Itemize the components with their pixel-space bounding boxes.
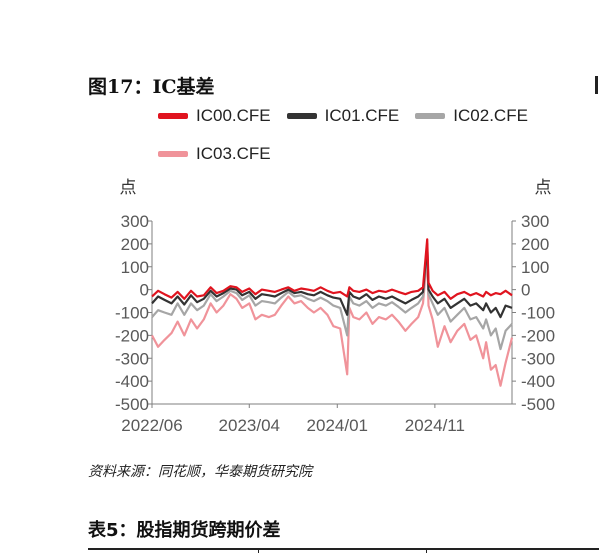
x-tick-label: 2024/11 — [405, 416, 465, 435]
x-tick-label: 2024/01 — [307, 416, 368, 435]
y-tick-label-right: -500 — [521, 395, 555, 414]
y-tick-label-left: -100 — [115, 304, 149, 323]
table-column-divider — [426, 548, 427, 553]
legend-swatch-ic03 — [158, 151, 188, 157]
y-tick-label-left: -500 — [115, 395, 149, 414]
legend-item-ic02: IC02.CFE — [415, 106, 528, 126]
table-column-divider — [258, 548, 259, 553]
series-line-ic01 — [151, 242, 513, 319]
source-note: 资料来源：同花顺，华泰期货研究院 — [88, 464, 312, 480]
x-tick-label: 2022/06 — [121, 416, 182, 435]
y-tick-label-right: -200 — [521, 326, 555, 345]
y-tick-label-left: 100 — [121, 258, 149, 277]
x-tick-label: 2023/04 — [219, 416, 280, 435]
y-tick-label-right: 0 — [521, 281, 530, 300]
series-line-ic00 — [151, 238, 513, 300]
y-tick-label-left: 200 — [121, 235, 149, 254]
y-tick-label-right: 100 — [521, 258, 549, 277]
legend-swatch-ic01 — [286, 113, 317, 119]
y-tick-label-left: -200 — [115, 326, 149, 345]
series-line-ic03 — [151, 254, 514, 387]
y-tick-label-left: -400 — [115, 372, 149, 391]
table-top-rule — [88, 548, 599, 550]
legend-item-ic01: IC01.CFE — [286, 106, 400, 126]
legend-swatch-ic02 — [415, 113, 446, 119]
y-tick-label-right: 200 — [521, 235, 549, 254]
legend-row-2: IC03.CFE — [158, 135, 578, 173]
legend-item-ic03: IC03.CFE — [158, 144, 271, 164]
legend-label-ic03: IC03.CFE — [196, 144, 271, 163]
series-line-ic02 — [151, 247, 513, 351]
legend-row-1: IC00.CFE IC01.CFE IC02.CFE — [158, 97, 578, 135]
table-caption: 表5：股指期货跨期价差 — [88, 520, 281, 541]
y-axis-unit-left: 点 — [120, 178, 137, 197]
y-tick-label-left: 300 — [121, 212, 149, 231]
y-tick-label-right: -400 — [521, 372, 555, 391]
legend-label-ic02: IC02.CFE — [453, 106, 528, 125]
y-axis-unit-right: 点 — [535, 178, 552, 197]
legend-label-ic00: IC00.CFE — [196, 106, 271, 125]
figure-title: 图17：IC基差 — [88, 76, 215, 98]
legend-item-ic00: IC00.CFE — [158, 106, 271, 126]
legend-swatch-ic00 — [158, 113, 188, 119]
adjacent-panel-edge — [595, 76, 598, 94]
y-tick-label-right: 300 — [521, 212, 549, 231]
chart-legend: IC00.CFE IC01.CFE IC02.CFE IC03.CFE — [158, 97, 578, 173]
legend-label-ic01: IC01.CFE — [324, 106, 400, 125]
y-tick-label-right: -100 — [521, 304, 555, 323]
y-tick-label-right: -300 — [521, 349, 555, 368]
y-tick-label-left: 0 — [140, 281, 149, 300]
y-tick-label-left: -300 — [115, 349, 149, 368]
